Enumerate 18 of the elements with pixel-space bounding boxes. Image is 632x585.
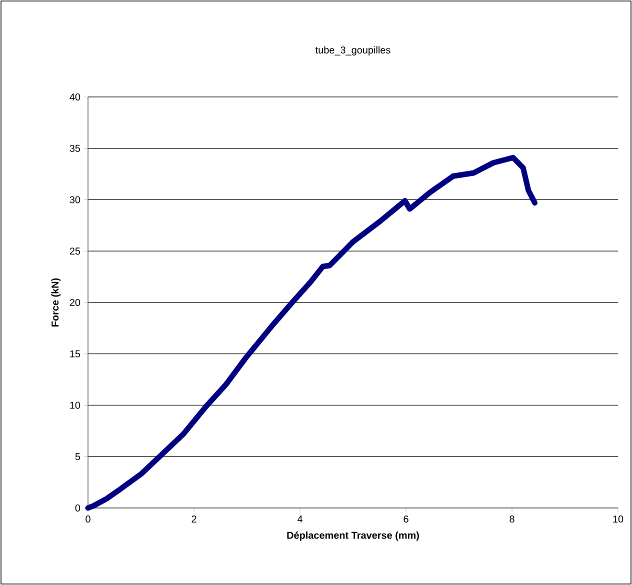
x-tick-label: 10 bbox=[613, 516, 624, 523]
y-tick-label: 40 bbox=[70, 93, 80, 101]
chart-title: tube_3_goupilles bbox=[315, 46, 390, 56]
x-tick-label: 8 bbox=[510, 516, 514, 523]
x-tick-label: 0 bbox=[86, 516, 90, 523]
y-tick-label: 25 bbox=[70, 248, 80, 255]
x-tick-label: 2 bbox=[192, 516, 196, 522]
y-tick-label: 0 bbox=[75, 504, 80, 512]
y-tick-label: 10 bbox=[70, 402, 80, 409]
x-tick-label: 6 bbox=[404, 516, 408, 523]
y-axis-title: Force (kN) bbox=[51, 278, 61, 326]
y-tick-label: 15 bbox=[70, 350, 80, 358]
y-tick-label: 30 bbox=[70, 196, 80, 204]
y-tick-label: 35 bbox=[70, 144, 80, 152]
x-axis-title: Déplacement Traverse (mm) bbox=[287, 531, 419, 541]
y-tick-label: 5 bbox=[75, 453, 80, 460]
y-tick-label: 20 bbox=[70, 298, 80, 306]
x-tick-label: 4 bbox=[297, 516, 302, 522]
